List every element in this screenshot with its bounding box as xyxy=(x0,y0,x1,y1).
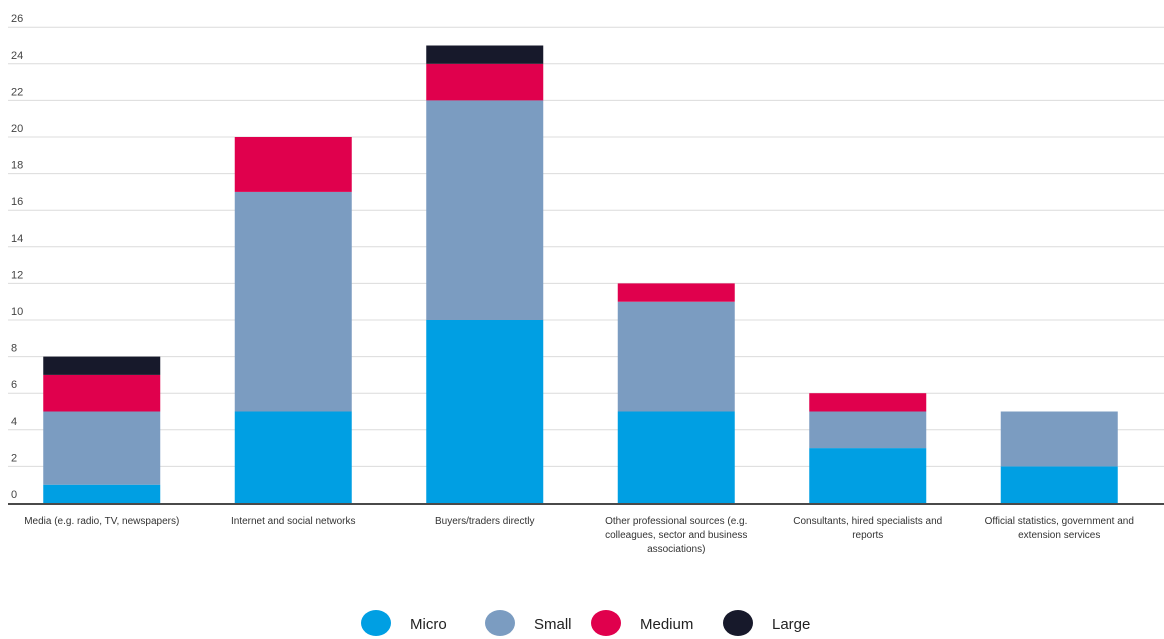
x-category-label-line: Internet and social networks xyxy=(231,516,356,527)
bar-segment-medium xyxy=(426,63,544,101)
bars xyxy=(43,45,1118,503)
gridlines xyxy=(8,26,1164,467)
bar-segment-micro xyxy=(617,411,735,503)
legend-swatch-large xyxy=(723,610,753,636)
y-tick-label: 2 xyxy=(11,452,17,464)
x-category-label-line: associations) xyxy=(647,544,705,555)
bar-segment-large xyxy=(426,45,544,64)
y-tick-label: 10 xyxy=(11,306,23,318)
y-tick-label: 0 xyxy=(11,489,17,501)
y-tick-label: 16 xyxy=(11,196,23,208)
bar-segment-small xyxy=(234,191,352,412)
bar-segment-medium xyxy=(43,374,161,412)
bar-segment-small xyxy=(1000,411,1118,467)
bar-segment-small xyxy=(809,411,927,449)
bar-segment-small xyxy=(426,100,544,321)
x-axis-category-labels: Media (e.g. radio, TV, newspapers) Intern… xyxy=(24,516,1134,555)
x-category-label: Official statistics, government and exten… xyxy=(985,516,1134,541)
bar-segment-micro xyxy=(1000,466,1118,503)
y-tick-label: 24 xyxy=(11,50,23,62)
bar-segment-micro xyxy=(426,320,544,503)
legend-label-small: Small xyxy=(534,616,572,633)
y-tick-label: 26 xyxy=(11,13,23,25)
x-category-label-line: reports xyxy=(852,530,883,541)
x-category-label-line: Buyers/traders directly xyxy=(435,516,534,527)
x-category-label-line: Official statistics, government and xyxy=(985,516,1134,527)
x-category-label: Media (e.g. radio, TV, newspapers) xyxy=(24,516,179,527)
x-category-label-line: extension services xyxy=(1018,530,1100,541)
legend-label-micro: Micro xyxy=(410,616,447,633)
y-tick-label: 6 xyxy=(11,379,17,391)
y-tick-label: 20 xyxy=(11,123,23,135)
bar-segment-micro xyxy=(43,484,161,503)
y-tick-label: 18 xyxy=(11,160,23,172)
bar-segment-large xyxy=(43,356,161,375)
legend: Micro Small Medium Large xyxy=(361,610,810,636)
y-tick-label: 8 xyxy=(11,343,17,355)
bar-segment-medium xyxy=(617,283,735,302)
y-tick-label: 12 xyxy=(11,269,23,281)
bar-segment-micro xyxy=(809,448,927,503)
legend-swatch-medium xyxy=(591,610,621,636)
x-category-label: Consultants, hired specialists and report… xyxy=(793,516,942,541)
legend-label-large: Large xyxy=(772,616,810,633)
bar-segment-medium xyxy=(234,137,352,192)
y-tick-label: 4 xyxy=(11,416,17,428)
bar-segment-micro xyxy=(234,411,352,503)
x-category-label: Internet and social networks xyxy=(231,516,356,527)
y-tick-label: 14 xyxy=(11,233,23,245)
x-category-label-line: colleagues, sector and business xyxy=(605,530,747,541)
bar-segment-small xyxy=(43,411,161,485)
bar-segment-medium xyxy=(809,393,927,412)
legend-swatch-small xyxy=(485,610,515,636)
x-category-label-line: Media (e.g. radio, TV, newspapers) xyxy=(24,516,179,527)
x-category-label-line: Other professional sources (e.g. xyxy=(605,516,747,527)
legend-label-medium: Medium xyxy=(640,616,693,633)
x-category-label: Other professional sources (e.g. colleagu… xyxy=(605,516,747,555)
y-tick-label: 22 xyxy=(11,86,23,98)
x-category-label: Buyers/traders directly xyxy=(435,516,534,527)
x-category-label-line: Consultants, hired specialists and xyxy=(793,516,942,527)
bar-segment-small xyxy=(617,301,735,412)
legend-swatch-micro xyxy=(361,610,391,636)
